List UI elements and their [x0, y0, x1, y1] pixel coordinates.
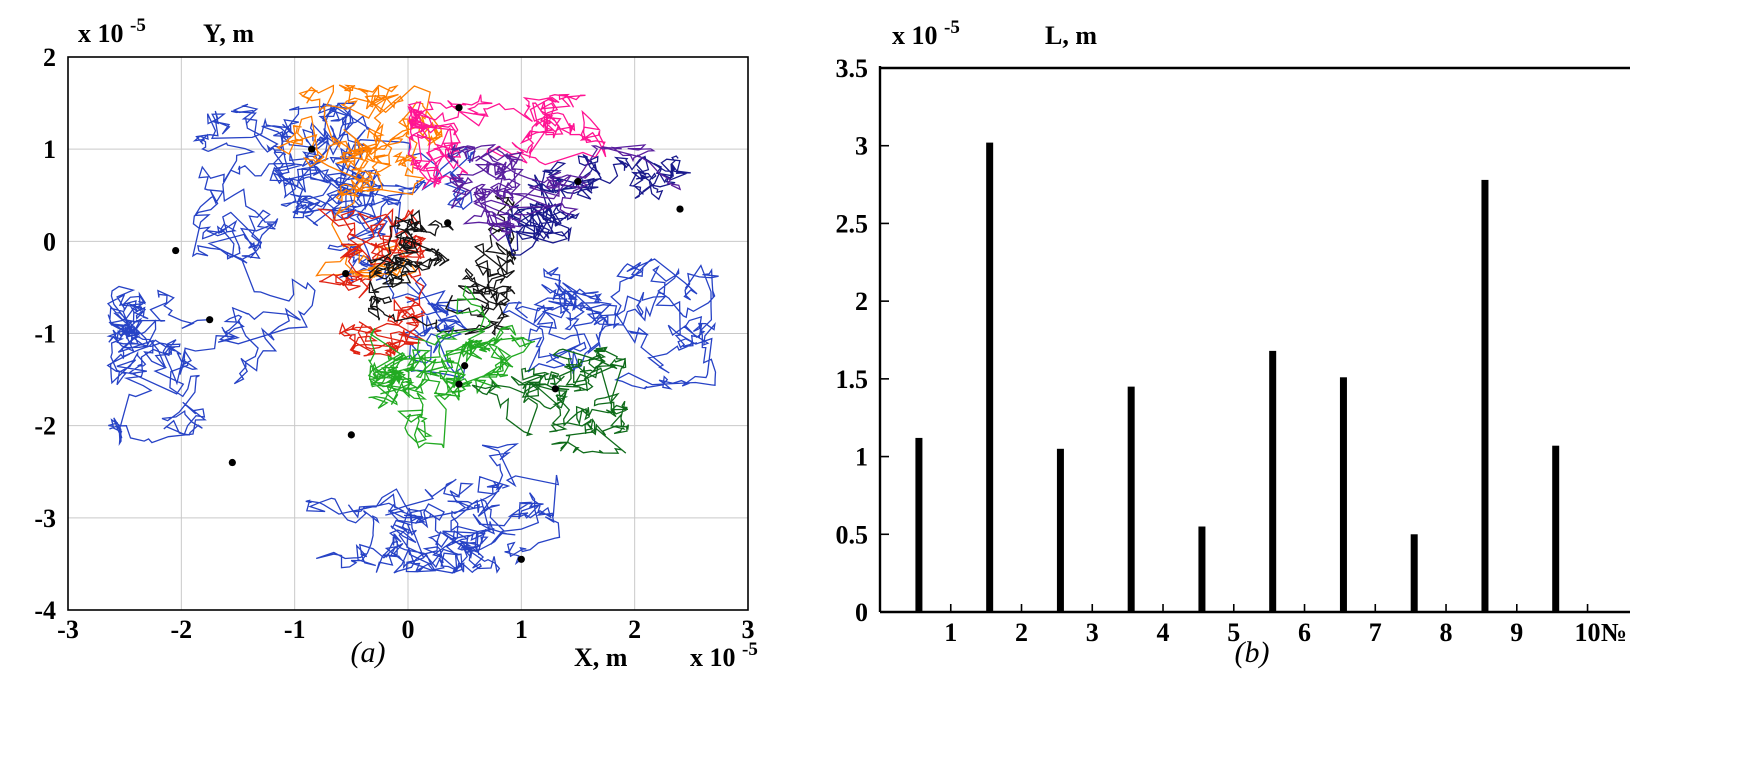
bar-4: [1127, 386, 1135, 612]
trajectory-green: [367, 285, 536, 449]
x-scale-exponent: x 10 -5: [690, 639, 758, 672]
caption-a: (a): [350, 636, 386, 669]
bar-9: [1481, 179, 1489, 612]
y-tick-label: -2: [34, 412, 56, 441]
axes-box: [67, 56, 749, 611]
x-tick-label: -1: [284, 615, 306, 644]
x-tick-label: 3: [1086, 618, 1099, 647]
x-tick-label: 10: [1575, 618, 1601, 647]
y-tick-label: 3: [855, 132, 868, 161]
axis-labels: 0 0.5 1 1.5 2 2.5 3 3.5 1 2 3 4 5 6 7 8 9 10 x 10 -5 L, m №: [836, 17, 1628, 647]
trajectory-dark-green: [471, 346, 630, 454]
bar-chart: 0 0.5 1 1.5 2 2.5 3 3.5 1 2 3 4 5 6 7 8 9 10 x 10 -5 L, m №: [836, 17, 1630, 647]
y-tick-label: 3.5: [836, 54, 869, 83]
x-tick-label: 3: [742, 615, 755, 644]
trajectory-black: [366, 195, 517, 336]
start-marker: [676, 205, 684, 213]
start-marker: [228, 458, 236, 467]
x-tick-label: 9: [1510, 618, 1523, 647]
bar-6: [1269, 350, 1277, 612]
start-marker: [574, 177, 582, 186]
y-tick-label: 2.5: [836, 209, 869, 238]
y-tick-label: -4: [34, 596, 56, 625]
x-tick-label: 2: [1015, 618, 1028, 647]
start-markers: [172, 104, 684, 563]
start-marker: [444, 219, 452, 227]
y-scale-exponent: x 10 -5: [78, 15, 146, 48]
bar-3: [1056, 448, 1064, 612]
y-tick-label: 1: [43, 135, 56, 164]
trajectory-blue-main: [106, 139, 476, 446]
start-marker: [172, 246, 180, 255]
y-tick-label: -3: [34, 504, 56, 533]
caption-b: (b): [1234, 636, 1270, 669]
y-tick-label: 2: [43, 43, 56, 72]
x-tick-label: 6: [1298, 618, 1311, 647]
trajectory-purple: [447, 143, 682, 242]
x-tick-label: 0: [402, 615, 415, 644]
start-marker: [308, 145, 316, 153]
x-tick-label: 8: [1440, 618, 1453, 647]
axes: [878, 66, 1630, 614]
start-marker: [517, 555, 525, 563]
y-tick-label: 1.5: [836, 365, 869, 394]
y-axis-title: Y, m: [203, 19, 254, 48]
x-tick-label: 1: [944, 618, 957, 647]
y-tick-label: 0.5: [836, 520, 869, 549]
bar-7: [1339, 377, 1347, 612]
trajectory-red: [317, 207, 427, 357]
x-tick-label: 4: [1157, 618, 1170, 647]
x-axis-title: X, m: [574, 643, 628, 672]
bar-5: [1198, 526, 1206, 612]
trajectory-magenta: [407, 93, 607, 190]
start-marker: [342, 269, 350, 278]
bar-1: [915, 437, 923, 612]
start-marker: [551, 385, 559, 393]
bar-8: [1410, 534, 1418, 612]
y-scale-exponent: x 10 -5: [892, 17, 960, 50]
trajectory-blue-right: [501, 258, 719, 390]
start-marker: [347, 431, 355, 439]
y-tick-label: 0: [43, 227, 56, 256]
trajectory-blue-bottom: [305, 443, 561, 574]
x-tick-label: 1: [515, 615, 528, 644]
start-marker: [455, 380, 463, 388]
trajectories: [106, 84, 719, 574]
x-tick-label: 7: [1369, 618, 1382, 647]
y-tick-label: 2: [855, 287, 868, 316]
start-marker: [455, 104, 463, 112]
bars: [915, 142, 1560, 612]
x-axis-title: №: [1601, 618, 1627, 647]
x-tick-label: -3: [57, 615, 79, 644]
start-marker: [461, 362, 469, 370]
x-tick-label: 2: [628, 615, 641, 644]
start-marker: [206, 316, 214, 324]
y-tick-label: 0: [855, 598, 868, 627]
x-tick-label: -2: [170, 615, 192, 644]
bar-2: [986, 142, 994, 612]
bar-10: [1552, 445, 1560, 612]
y-axis-title: L, m: [1045, 21, 1097, 50]
trajectory-navy: [504, 153, 691, 256]
y-tick-label: -1: [34, 320, 56, 349]
x-tick-label: 5: [1227, 618, 1240, 647]
y-tick-label: 1: [855, 443, 868, 472]
trajectory-blue-upper: [191, 102, 378, 261]
